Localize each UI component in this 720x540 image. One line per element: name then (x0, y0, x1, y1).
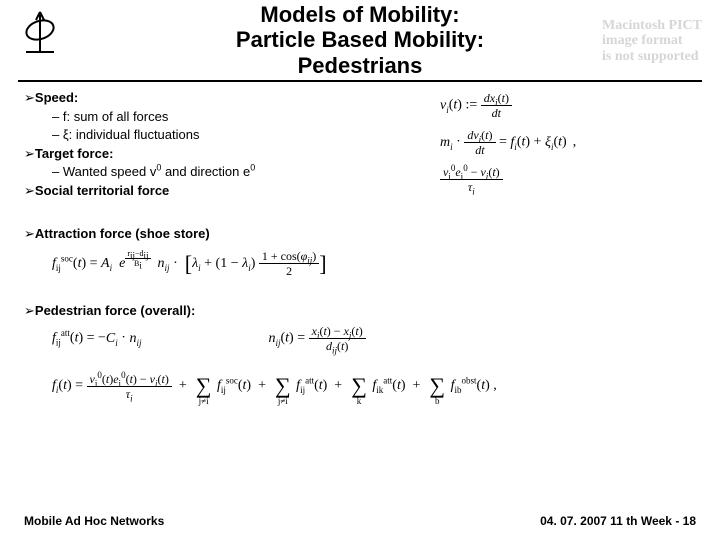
slide-root: Models of Mobility: Particle Based Mobil… (0, 0, 720, 540)
footer-left: Mobile Ad Hoc Networks (24, 514, 164, 528)
arrow-icon: ➢ (24, 226, 35, 241)
pict-line-3: is not supported (602, 49, 698, 64)
pict-line-1: Macintosh PICT (602, 18, 702, 33)
title-line-2: Particle Based Mobility: (236, 27, 484, 52)
bullet-attraction: ➢Attraction force (shoe store) (24, 225, 696, 243)
bullet-speed-sub2: – ξ: individual fluctuations (24, 126, 696, 144)
pedestrian-label: Pedestrian force (overall): (35, 303, 195, 318)
bullet-speed: ➢Speed: (24, 89, 696, 107)
eq-attraction-force: fijatt(t) = −Ci · nij nij(t) = xi(t) − x… (52, 325, 696, 352)
target-label: Target force: (35, 146, 114, 161)
arrow-icon: ➢ (24, 183, 35, 198)
speed-sub2-text: ξ: individual fluctuations (63, 127, 200, 142)
title-line-3: Pedestrians (298, 53, 423, 78)
footer-right: 04. 07. 2007 11 th Week - 18 (540, 514, 696, 528)
arrow-icon: ➢ (24, 90, 35, 105)
target-sub1-b: and direction e (161, 164, 250, 179)
dash-icon: – (52, 127, 59, 142)
title-line-1: Models of Mobility: (260, 2, 459, 27)
speed-sub1-text: f: sum of all forces (63, 109, 168, 124)
dash-icon: – (52, 164, 59, 179)
social-label: Social territorial force (35, 183, 169, 198)
eq-overall-force: fi(t) = vi0(t)ei0(t) − vi(t) τi + ∑j≠i f… (52, 366, 696, 406)
arrow-icon: ➢ (24, 303, 35, 318)
bullet-social: ➢Social territorial force (24, 182, 696, 200)
pict-line-2: image format (602, 33, 682, 48)
bullet-speed-sub1: – f: sum of all forces (24, 108, 696, 126)
content-area: ➢Speed: – f: sum of all forces – ξ: indi… (24, 88, 696, 416)
speed-label: Speed: (35, 90, 78, 105)
bullet-pedestrian: ➢Pedestrian force (overall): (24, 302, 696, 320)
arrow-icon: ➢ (24, 146, 35, 161)
eq-social-force: fijsoc(t) = Ai erij−dijBi nij · [λi + (1… (52, 249, 696, 279)
target-sub1-a: Wanted speed v (63, 164, 156, 179)
bullet-target-sub1: – Wanted speed v0 and direction e0 (24, 163, 696, 181)
bullet-target: ➢Target force: (24, 145, 696, 163)
dash-icon: – (52, 109, 59, 124)
attraction-label: Attraction force (shoe store) (35, 226, 210, 241)
title-underline (18, 80, 702, 82)
pict-unsupported-badge: Macintosh PICT image format is not suppo… (602, 18, 702, 64)
